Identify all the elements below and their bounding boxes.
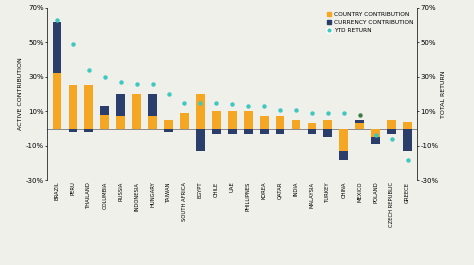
Bar [403, 122, 412, 129]
Bar [212, 129, 221, 134]
Bar [84, 129, 93, 132]
Y-axis label: TOTAL RETURN: TOTAL RETURN [441, 70, 447, 118]
Bar [116, 116, 125, 129]
Bar [403, 129, 412, 151]
Bar [260, 116, 268, 129]
Bar [244, 129, 253, 134]
Bar [148, 94, 157, 116]
Bar [180, 113, 189, 129]
Bar [260, 129, 268, 134]
Bar [356, 120, 364, 123]
Bar [69, 85, 77, 129]
Bar [339, 129, 348, 151]
Bar [84, 85, 93, 129]
Bar [244, 111, 253, 129]
Bar [164, 120, 173, 129]
Bar [196, 94, 205, 129]
Bar [308, 123, 316, 129]
Bar [132, 94, 141, 129]
Bar [69, 129, 77, 132]
Bar [53, 22, 61, 73]
Bar [164, 129, 173, 132]
Bar [276, 129, 284, 134]
Bar [323, 120, 332, 129]
Bar [339, 151, 348, 160]
Bar [323, 129, 332, 137]
Bar [228, 129, 237, 134]
Bar [148, 116, 157, 129]
Bar [53, 73, 61, 129]
Bar [387, 120, 396, 129]
Bar [100, 106, 109, 115]
Bar [100, 115, 109, 129]
Bar [228, 111, 237, 129]
Bar [292, 120, 301, 129]
Bar [387, 129, 396, 134]
Bar [356, 123, 364, 129]
Bar [116, 94, 125, 116]
Bar [212, 111, 221, 129]
Bar [308, 129, 316, 134]
Y-axis label: ACTIVE CONTRIBUTION: ACTIVE CONTRIBUTION [18, 58, 23, 130]
Bar [371, 129, 380, 137]
Legend: COUNTRY CONTRIBUTION, CURRENCY CONTRIBUTION, YTD RETURN: COUNTRY CONTRIBUTION, CURRENCY CONTRIBUT… [325, 11, 414, 34]
Bar [276, 116, 284, 129]
Bar [371, 137, 380, 144]
Bar [196, 129, 205, 151]
